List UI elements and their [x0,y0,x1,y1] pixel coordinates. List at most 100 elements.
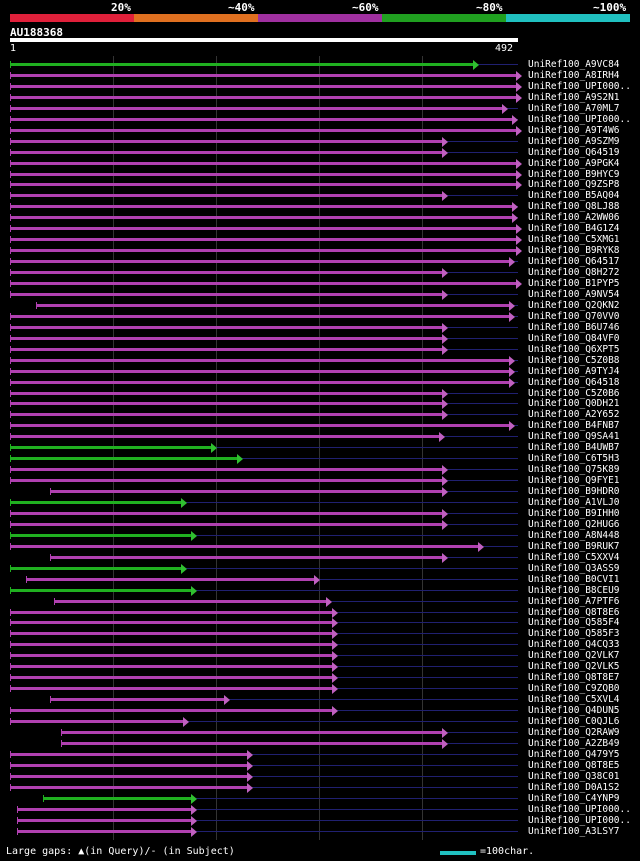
hit-bar[interactable] [10,479,444,483]
hit-bar[interactable] [10,347,444,351]
hit-label[interactable]: UniRef100_B4G1Z4 [528,223,620,235]
hit-bar[interactable] [10,687,334,691]
hit-bar[interactable] [43,796,194,800]
hit-label[interactable]: UniRef100_A9NV54 [528,288,620,300]
hit-label[interactable]: UniRef100_C5XXV4 [528,551,620,563]
hit-bar[interactable] [10,785,249,789]
hit-label[interactable]: UniRef100_B0CVI1 [528,573,620,585]
hit-label[interactable]: UniRef100_Q2RAW9 [528,726,620,738]
hit-label[interactable]: UniRef100_B1PYP5 [528,278,620,289]
hit-bar[interactable] [10,632,334,636]
hit-label[interactable]: UniRef100_Q585F4 [528,617,620,629]
hit-label[interactable]: UniRef100_UPI000.. [528,803,631,815]
hit-label[interactable]: UniRef100_C5Z0B8 [528,354,620,366]
hit-bar[interactable] [50,490,444,494]
hit-bar[interactable] [10,380,511,384]
hit-label[interactable]: UniRef100_A9VC84 [528,59,620,70]
hit-label[interactable]: UniRef100_B9HYC9 [528,168,620,180]
hit-bar[interactable] [50,698,227,702]
hit-label[interactable]: UniRef100_C0QJL6 [528,716,620,727]
hit-label[interactable]: UniRef100_A9SZM9 [528,135,620,147]
hit-bar[interactable] [10,621,334,625]
hit-bar[interactable] [10,676,334,680]
hit-bar[interactable] [10,139,444,143]
hit-bar[interactable] [10,665,334,669]
hit-bar[interactable] [10,457,239,461]
hit-bar[interactable] [10,95,518,99]
hit-bar[interactable] [10,260,511,264]
hit-label[interactable]: UniRef100_Q9FYE1 [528,475,620,487]
hit-label[interactable]: UniRef100_A9PGK4 [528,157,620,169]
hit-label[interactable]: UniRef100_Q64519 [528,146,620,158]
hit-label[interactable]: UniRef100_Q585F3 [528,628,620,640]
hit-bar[interactable] [10,117,514,121]
hit-bar[interactable] [50,555,444,559]
hit-label[interactable]: UniRef100_C5XMG1 [528,234,620,246]
hit-bar[interactable] [10,227,518,231]
hit-label[interactable]: UniRef100_Q64517 [528,256,620,268]
hit-label[interactable]: UniRef100_Q6XPT5 [528,343,620,355]
hit-bar[interactable] [54,599,328,603]
hit-bar[interactable] [10,183,518,187]
hit-bar[interactable] [10,84,518,88]
hit-bar[interactable] [10,238,518,242]
hit-label[interactable]: UniRef100_A9S2N1 [528,91,620,103]
hit-bar[interactable] [10,533,194,537]
hit-label[interactable]: UniRef100_A9T4W6 [528,124,620,136]
hit-bar[interactable] [10,610,334,614]
hit-label[interactable]: UniRef100_Q9ZSP8 [528,179,620,191]
hit-label[interactable]: UniRef100_Q2QKN2 [528,299,620,311]
hit-bar[interactable] [60,730,444,734]
hit-label[interactable]: UniRef100_Q479Y5 [528,748,620,760]
hit-label[interactable]: UniRef100_B4FNB7 [528,420,620,432]
hit-bar[interactable] [10,643,334,647]
hit-bar[interactable] [10,271,444,275]
hit-bar[interactable] [10,566,183,570]
hit-label[interactable]: UniRef100_Q0DH21 [528,398,620,410]
hit-label[interactable]: UniRef100_UPI000.. [528,814,631,826]
hit-bar[interactable] [10,106,504,110]
hit-label[interactable]: UniRef100_A7PTF6 [528,595,620,607]
hit-label[interactable]: UniRef100_C5XVL4 [528,694,620,706]
hit-label[interactable]: UniRef100_Q2VLK7 [528,650,620,662]
hit-label[interactable]: UniRef100_B6U746 [528,321,620,333]
hit-label[interactable]: UniRef100_Q38C01 [528,770,620,782]
hit-bar[interactable] [10,588,194,592]
hit-bar[interactable] [10,446,213,450]
hit-bar[interactable] [10,720,185,723]
hit-label[interactable]: UniRef100_Q4DUN5 [528,705,620,717]
hit-bar[interactable] [10,194,444,198]
hit-label[interactable]: UniRef100_Q70VV0 [528,310,620,322]
hit-label[interactable]: UniRef100_A8IRH4 [528,69,620,81]
hit-label[interactable]: UniRef100_Q8T8E6 [528,606,620,618]
hit-label[interactable]: UniRef100_Q64518 [528,376,620,388]
hit-label[interactable]: UniRef100_B9RYK8 [528,245,620,257]
hit-bar[interactable] [10,522,444,526]
hit-label[interactable]: UniRef100_B4UWB7 [528,442,620,454]
hit-bar[interactable] [10,128,518,132]
hit-label[interactable]: UniRef100_D0A1S2 [528,781,620,793]
hit-bar[interactable] [10,150,444,154]
hit-bar[interactable] [10,468,444,472]
hit-label[interactable]: UniRef100_Q8H272 [528,267,620,279]
hit-label[interactable]: UniRef100_Q3ASS9 [528,562,620,574]
hit-bar[interactable] [10,216,514,220]
hit-label[interactable]: UniRef100_Q4CQ33 [528,639,620,651]
hit-label[interactable]: UniRef100_C9ZQB0 [528,683,620,695]
hit-bar[interactable] [10,752,249,756]
hit-bar[interactable] [10,73,518,77]
hit-label[interactable]: UniRef100_A70ML7 [528,102,620,114]
hit-bar[interactable] [10,774,249,778]
hit-label[interactable]: UniRef100_Q8LJ88 [528,201,620,213]
hit-bar[interactable] [10,435,442,439]
hit-bar[interactable] [10,511,444,515]
hit-bar[interactable] [10,282,518,285]
hit-bar[interactable] [10,325,444,329]
hit-bar[interactable] [10,424,511,428]
hit-label[interactable]: UniRef100_Q8T8E5 [528,759,620,771]
hit-bar[interactable] [10,391,444,395]
hit-bar[interactable] [10,654,334,658]
hit-bar[interactable] [10,501,183,504]
hit-bar[interactable] [10,358,511,362]
hit-label[interactable]: UniRef100_B5AQ04 [528,190,620,202]
